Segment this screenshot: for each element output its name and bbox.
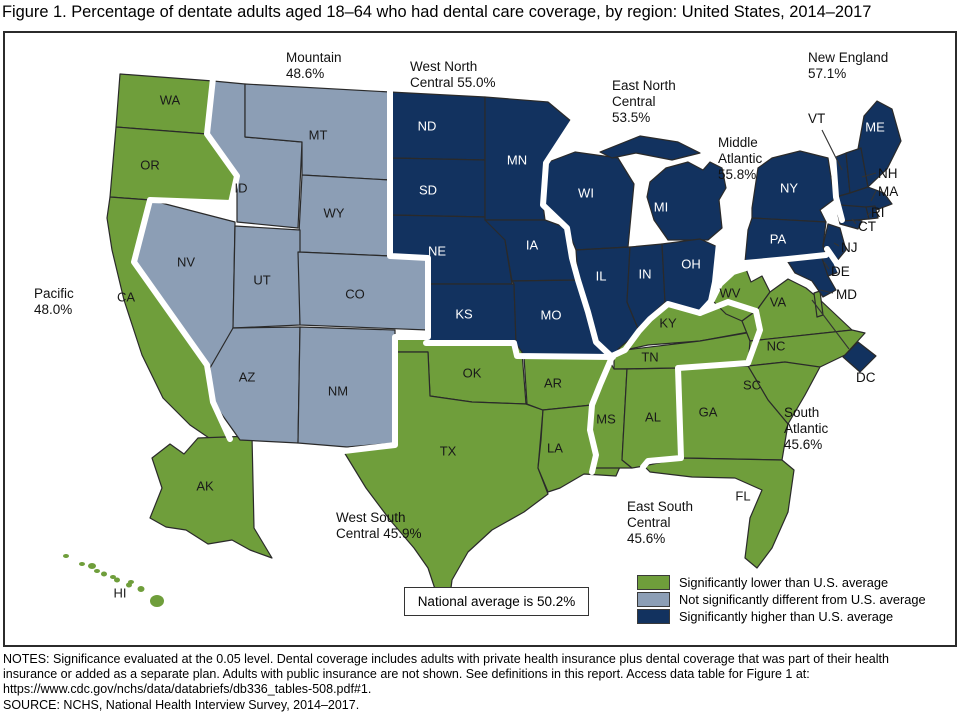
region-label-pacific: Pacific 48.0%	[34, 286, 74, 317]
state-label-nd: ND	[418, 118, 437, 133]
state-label-ms: MS	[596, 411, 616, 426]
state-label-wa: WA	[160, 92, 181, 107]
legend-item-higher: Significantly higher than U.S. average	[637, 609, 926, 624]
legend-item-lower: Significantly lower than U.S. average	[637, 575, 926, 590]
callout-label-ct: CT	[858, 219, 876, 234]
national-average-box: National average is 50.2%	[404, 587, 589, 616]
legend-label-lower: Significantly lower than U.S. average	[679, 575, 889, 590]
state-label-ky: KY	[659, 315, 677, 330]
state-label-or: OR	[140, 157, 160, 172]
region-label-south-atlantic: South Atlantic 45.6%	[784, 405, 829, 452]
state-mi-upper-shape	[599, 135, 701, 161]
state-label-sc: SC	[743, 377, 761, 392]
state-label-fl: FL	[735, 488, 750, 503]
state-label-sd: SD	[419, 182, 437, 197]
region-label-west-north-central: West North Central 55.0%	[410, 59, 496, 90]
region-pacific	[63, 73, 273, 607]
legend-item-not-different: Not significantly different from U.S. av…	[637, 592, 926, 607]
state-label-tx: TX	[440, 443, 457, 458]
state-label-la: LA	[547, 440, 563, 455]
callout-label-md: MD	[836, 287, 857, 302]
legend-label-not-different: Not significantly different from U.S. av…	[679, 592, 926, 607]
state-label-ak: AK	[196, 478, 214, 493]
region-label-new-england: New England 57.1%	[808, 50, 889, 81]
region-east-south-central	[589, 301, 761, 469]
state-nd-shape	[389, 91, 486, 161]
callout-label-vt: VT	[808, 111, 826, 126]
state-label-mt: MT	[309, 127, 328, 142]
state-label-hi: HI	[114, 585, 127, 600]
callout-label-dc: DC	[856, 370, 876, 385]
state-label-wv: WV	[720, 285, 741, 300]
state-label-az: AZ	[239, 369, 256, 384]
state-dc-shape	[842, 341, 877, 373]
state-label-pa: PA	[770, 231, 787, 246]
state-label-ca: CA	[117, 289, 135, 304]
region-south-atlantic	[643, 248, 877, 569]
state-label-in: IN	[639, 266, 652, 281]
state-label-va: VA	[770, 294, 787, 309]
state-label-ia: IA	[526, 237, 539, 252]
state-label-ks: KS	[455, 306, 473, 321]
state-labels: WA OR CA MT ID WY NV UT CO AZ NM OK TX A…	[114, 92, 886, 600]
state-label-mi: MI	[654, 199, 668, 214]
callout-label-nh: NH	[878, 166, 898, 181]
figure-title: Figure 1. Percentage of dentate adults a…	[2, 3, 872, 21]
aleutian-islands	[63, 554, 134, 584]
callout-label-ri: RI	[871, 205, 885, 220]
state-label-mo: MO	[541, 307, 562, 322]
state-me-shape	[857, 100, 902, 188]
state-label-oh: OH	[681, 256, 701, 271]
state-label-tn: TN	[641, 349, 658, 364]
state-label-wy: WY	[324, 205, 345, 220]
legend-swatch-not-different	[637, 592, 670, 607]
state-fl-shape	[643, 457, 795, 569]
state-label-ny: NY	[780, 180, 798, 195]
state-label-me: ME	[865, 119, 885, 134]
state-label-ut: UT	[253, 272, 270, 287]
region-west-north-central	[389, 91, 613, 358]
state-label-wi: WI	[578, 185, 594, 200]
region-mountain	[133, 80, 429, 448]
state-label-mn: MN	[507, 152, 527, 167]
state-label-il: IL	[596, 268, 607, 283]
state-label-al: AL	[645, 409, 661, 424]
region-label-middle-atlantic: Middle Atlantic 55.8%	[718, 135, 763, 182]
state-ak-shape	[149, 435, 273, 559]
callout-label-nj: NJ	[841, 240, 858, 255]
region-new-england	[832, 100, 902, 222]
state-label-co: CO	[345, 286, 365, 301]
state-label-ne: NE	[428, 243, 446, 258]
state-label-nm: NM	[328, 383, 348, 398]
state-sd-shape	[389, 157, 486, 218]
callout-label-de: DE	[831, 264, 850, 279]
state-label-nc: NC	[767, 338, 786, 353]
region-label-mountain: Mountain 48.6%	[286, 50, 342, 81]
callout-label-ma: MA	[878, 184, 899, 199]
hawaii-islands	[88, 563, 164, 607]
state-label-ok: OK	[463, 365, 482, 380]
region-label-east-south-central: East South Central 45.6%	[627, 499, 694, 546]
legend-label-higher: Significantly higher than U.S. average	[679, 609, 894, 624]
map-legend: Significantly lower than U.S. average No…	[637, 575, 926, 626]
figure-source: SOURCE: NCHS, National Health Interview …	[3, 698, 360, 712]
legend-swatch-lower	[637, 575, 670, 590]
region-divider-lines	[131, 75, 846, 475]
state-label-id: ID	[235, 180, 248, 195]
state-label-nv: NV	[177, 254, 195, 269]
state-label-ga: GA	[699, 404, 718, 419]
region-label-west-south-central: West South Central 45.9%	[336, 510, 422, 541]
region-label-east-north-central: East North Central 53.5%	[612, 78, 676, 125]
region-middle-atlantic	[744, 150, 863, 263]
state-mi-lower-shape	[646, 161, 727, 241]
legend-swatch-higher	[637, 609, 670, 624]
figure-notes: NOTES: Significance evaluated at the 0.0…	[3, 652, 889, 697]
callout-leader-lines	[811, 129, 877, 350]
state-label-ar: AR	[544, 375, 562, 390]
